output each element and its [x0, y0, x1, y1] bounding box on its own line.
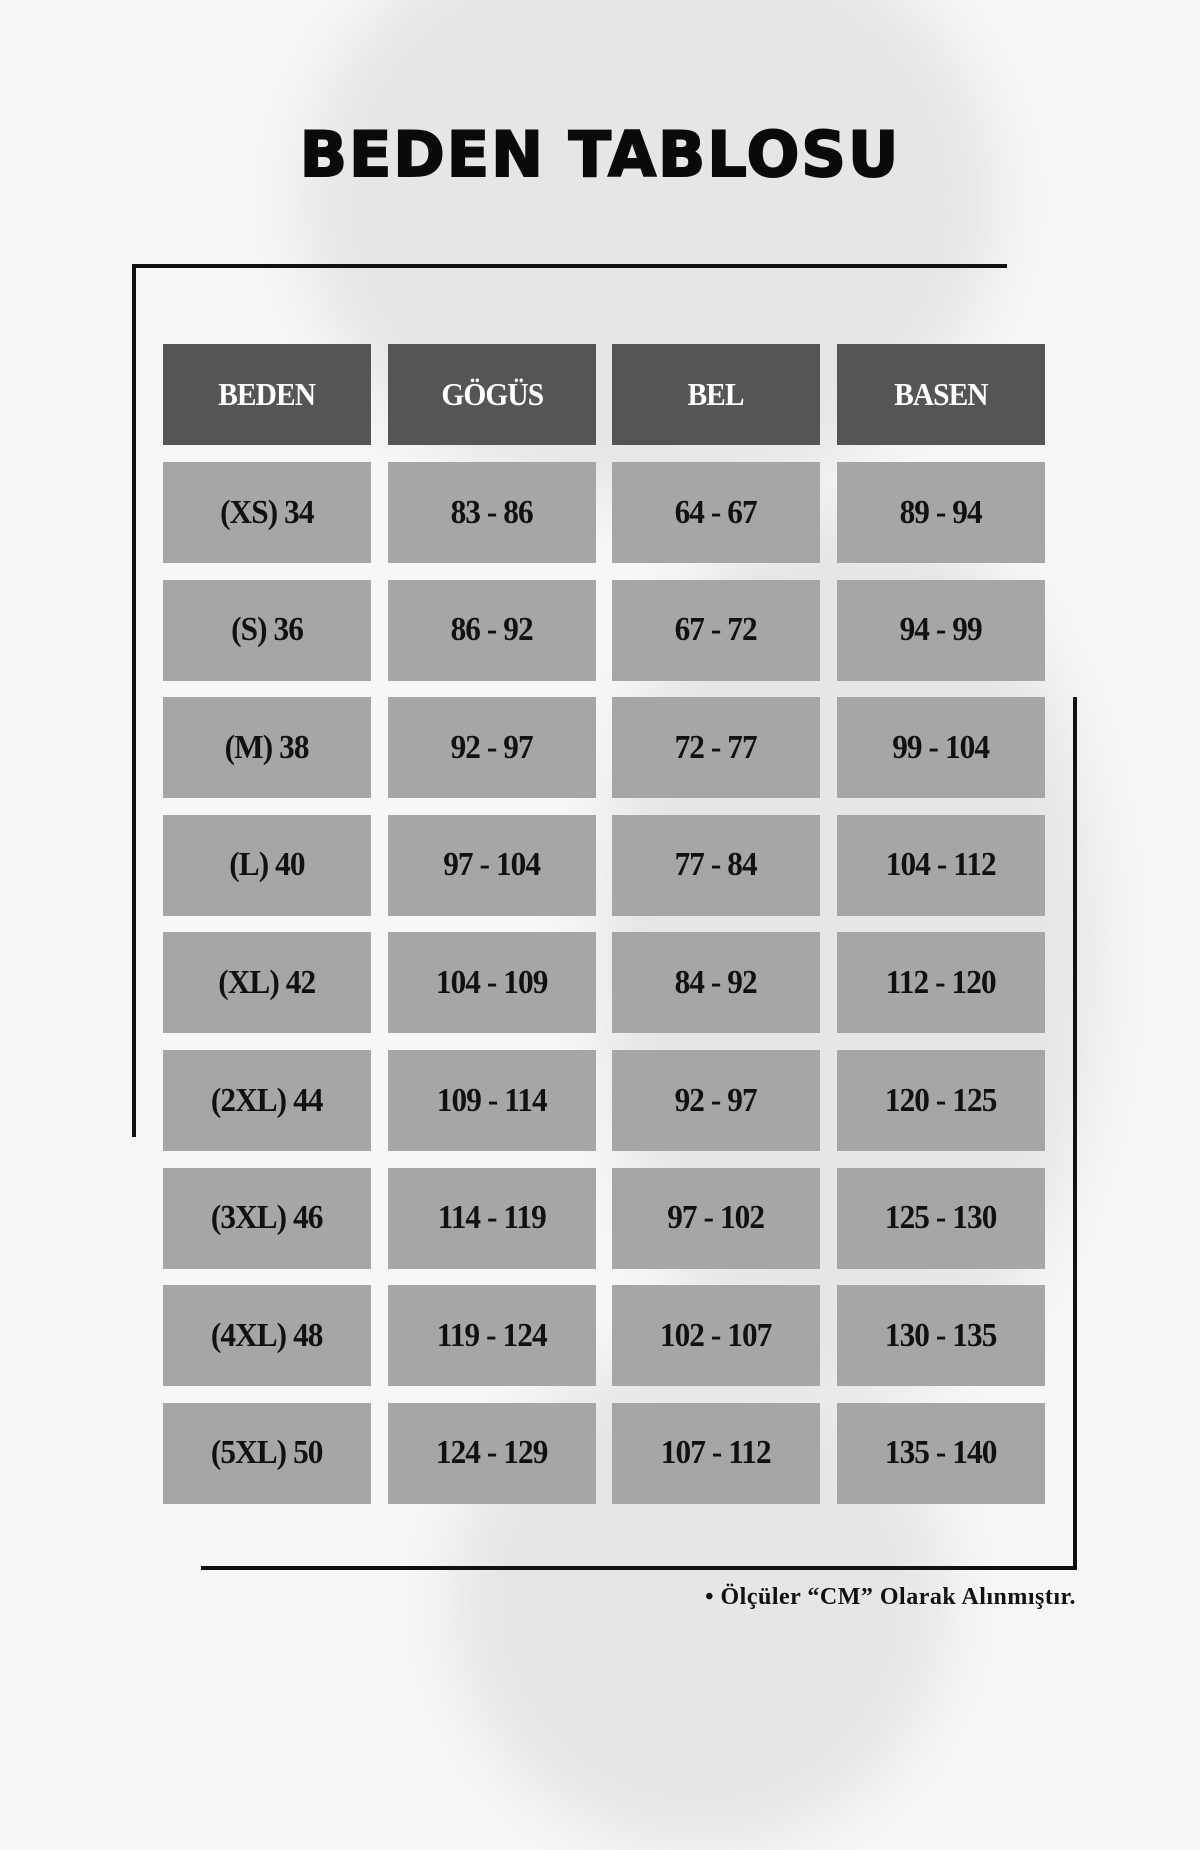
- table-cell: 86 - 92: [388, 579, 596, 681]
- cell-value: 89 - 94: [899, 493, 983, 531]
- cell-value: (2XL) 44: [211, 1081, 324, 1119]
- table-cell: 97 - 102: [612, 1167, 820, 1269]
- table-cell: 124 - 129: [388, 1402, 596, 1504]
- cell-value: 114 - 119: [437, 1199, 547, 1237]
- table-cell: (XS) 34: [163, 462, 371, 563]
- table-cell: 109 - 114: [388, 1050, 596, 1151]
- table-cell: (2XL) 44: [163, 1050, 371, 1151]
- table-cell: 72 - 77: [612, 697, 820, 799]
- cell-value: 64 - 67: [674, 493, 758, 531]
- cell-value: 125 - 130: [885, 1199, 998, 1237]
- cell-value: 86 - 92: [450, 611, 534, 649]
- table-cell: 89 - 94: [837, 462, 1045, 563]
- cell-value: 97 - 102: [667, 1199, 766, 1237]
- table-cell: 102 - 107: [612, 1285, 820, 1387]
- table-cell: 107 - 112: [612, 1402, 820, 1504]
- table-cell: 64 - 67: [612, 462, 820, 563]
- table-cell: 125 - 130: [837, 1167, 1045, 1269]
- table-cell: 77 - 84: [612, 814, 820, 916]
- cell-value: 92 - 97: [674, 1081, 758, 1119]
- column-header: BEDEN: [163, 344, 371, 445]
- table-cell: 92 - 97: [612, 1050, 820, 1151]
- table-cell: 130 - 135: [837, 1285, 1045, 1387]
- table-cell: 94 - 99: [837, 579, 1045, 681]
- table-cell: 112 - 120: [837, 932, 1045, 1034]
- cell-value: (3XL) 46: [211, 1199, 324, 1237]
- table-cell: 119 - 124: [388, 1285, 596, 1387]
- cell-value: 119 - 124: [437, 1316, 548, 1354]
- frame-left-line: [132, 264, 136, 1137]
- table-cell: 92 - 97: [388, 697, 596, 799]
- cell-value: 77 - 84: [674, 846, 758, 884]
- page-title: BEDEN TABLOSU: [299, 117, 901, 192]
- cell-value: 99 - 104: [892, 728, 991, 766]
- table-cell: (4XL) 48: [163, 1285, 371, 1387]
- cell-value: 83 - 86: [450, 493, 534, 531]
- cell-value: 97 - 104: [443, 846, 542, 884]
- cell-value: 109 - 114: [437, 1081, 548, 1119]
- cell-value: 130 - 135: [885, 1316, 998, 1354]
- table-cell: (L) 40: [163, 814, 371, 916]
- frame-top-line: [134, 264, 1007, 268]
- table-cell: 120 - 125: [837, 1050, 1045, 1151]
- frame-bottom-line: [201, 1566, 1077, 1570]
- column-header: BEL: [612, 344, 820, 445]
- column-header-label: BEL: [687, 376, 745, 412]
- column-header: BASEN: [837, 344, 1045, 445]
- table-cell: 97 - 104: [388, 814, 596, 916]
- table-cell: 67 - 72: [612, 579, 820, 681]
- cell-value: 72 - 77: [674, 728, 758, 766]
- table-cell: 104 - 112: [837, 814, 1045, 916]
- measurement-note: • Ölçüler “CM” Olarak Alınmıştır.: [705, 1584, 1076, 1610]
- cell-value: (5XL) 50: [211, 1434, 324, 1472]
- cell-value: 135 - 140: [885, 1434, 998, 1472]
- table-cell: 83 - 86: [388, 462, 596, 563]
- table-cell: 104 - 109: [388, 932, 596, 1034]
- table-cell: 135 - 140: [837, 1402, 1045, 1504]
- cell-value: 107 - 112: [661, 1434, 772, 1472]
- cell-value: 94 - 99: [899, 611, 983, 649]
- cell-value: 104 - 112: [886, 846, 997, 884]
- cell-value: (4XL) 48: [211, 1316, 324, 1354]
- cell-value: (M) 38: [225, 728, 310, 766]
- cell-value: 67 - 72: [674, 611, 758, 649]
- cell-value: 92 - 97: [450, 728, 534, 766]
- table-cell: 84 - 92: [612, 932, 820, 1034]
- cell-value: (XL) 42: [218, 963, 317, 1001]
- table-cell: (S) 36: [163, 579, 371, 681]
- column-header-label: BEDEN: [218, 376, 317, 412]
- cell-value: 104 - 109: [436, 963, 549, 1001]
- table-cell: (5XL) 50: [163, 1402, 371, 1504]
- cell-value: 112 - 120: [886, 963, 997, 1001]
- column-header-label: BASEN: [894, 376, 988, 412]
- cell-value: 120 - 125: [885, 1081, 998, 1119]
- table-cell: (XL) 42: [163, 932, 371, 1034]
- column-header-label: GÖGÜS: [441, 376, 544, 412]
- cell-value: 102 - 107: [660, 1316, 773, 1354]
- column-header: GÖGÜS: [388, 344, 596, 445]
- frame-right-line: [1073, 697, 1077, 1569]
- table-cell: (M) 38: [163, 697, 371, 799]
- cell-value: 84 - 92: [674, 963, 758, 1001]
- cell-value: 124 - 129: [436, 1434, 549, 1472]
- table-cell: 114 - 119: [388, 1167, 596, 1269]
- table-cell: 99 - 104: [837, 697, 1045, 799]
- table-cell: (3XL) 46: [163, 1167, 371, 1269]
- cell-value: (S) 36: [231, 611, 304, 649]
- cell-value: (XS) 34: [220, 493, 314, 531]
- cell-value: (L) 40: [229, 846, 305, 884]
